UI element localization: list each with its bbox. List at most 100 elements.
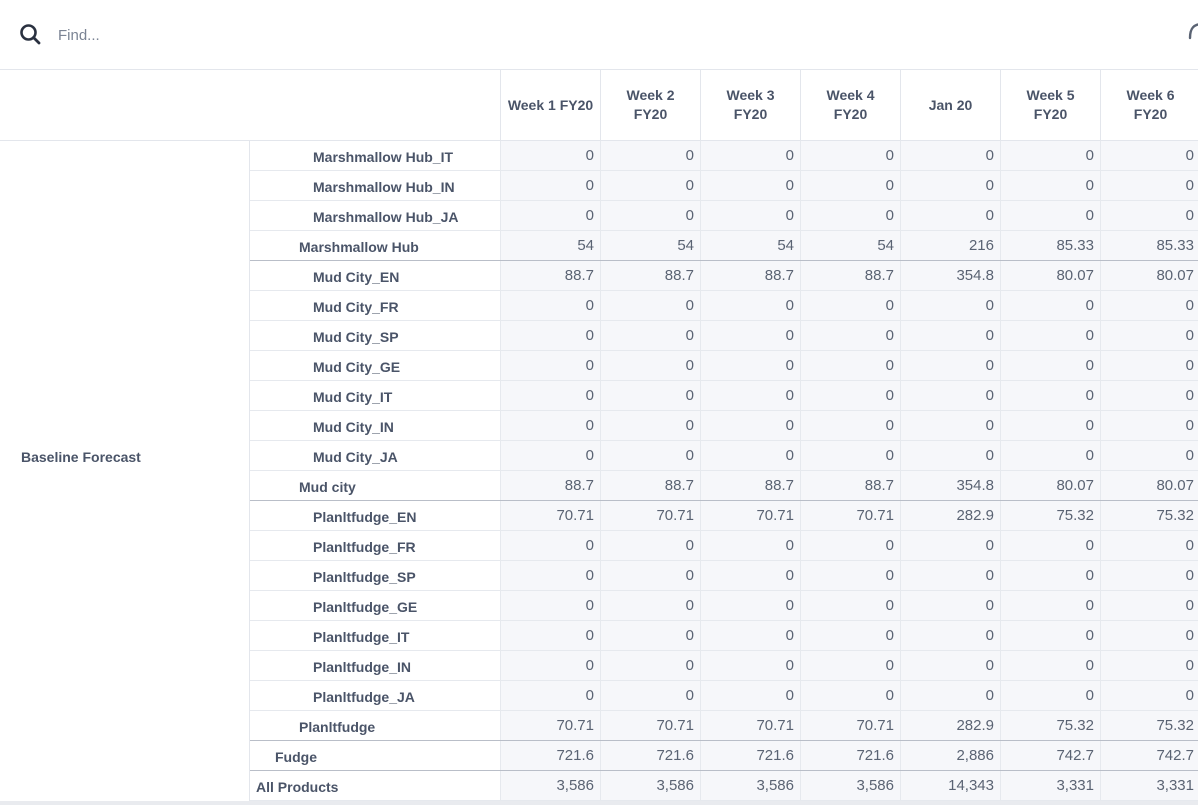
table-cell[interactable]: 0 bbox=[800, 621, 900, 650]
table-cell[interactable]: 0 bbox=[700, 591, 800, 620]
table-cell[interactable]: 54 bbox=[800, 231, 900, 260]
table-cell[interactable]: 75.32 bbox=[1100, 711, 1198, 740]
table-cell[interactable]: 80.07 bbox=[1100, 261, 1198, 290]
table-cell[interactable]: 0 bbox=[500, 621, 600, 650]
table-cell[interactable]: 0 bbox=[500, 531, 600, 560]
table-cell[interactable]: 0 bbox=[600, 411, 700, 440]
table-cell[interactable]: 70.71 bbox=[600, 501, 700, 530]
table-cell[interactable]: 0 bbox=[700, 411, 800, 440]
table-cell[interactable]: 721.6 bbox=[500, 741, 600, 770]
table-cell[interactable]: 3,586 bbox=[600, 771, 700, 800]
table-cell[interactable]: 0 bbox=[500, 681, 600, 710]
table-cell[interactable]: 0 bbox=[1000, 531, 1100, 560]
row-label[interactable]: Planltfudge_FR bbox=[313, 539, 416, 555]
table-cell[interactable]: 88.7 bbox=[600, 261, 700, 290]
horizontal-scrollbar[interactable] bbox=[0, 801, 1198, 805]
table-cell[interactable]: 0 bbox=[1100, 681, 1198, 710]
table-cell[interactable]: 0 bbox=[800, 651, 900, 680]
table-cell[interactable]: 0 bbox=[1000, 381, 1100, 410]
table-cell[interactable]: 0 bbox=[500, 441, 600, 470]
table-cell[interactable]: 0 bbox=[1100, 321, 1198, 350]
row-label[interactable]: Planltfudge_IN bbox=[313, 659, 412, 675]
table-cell[interactable]: 70.71 bbox=[500, 711, 600, 740]
table-cell[interactable]: 354.8 bbox=[900, 261, 1000, 290]
table-cell[interactable]: 3,586 bbox=[800, 771, 900, 800]
table-cell[interactable]: 0 bbox=[1000, 351, 1100, 380]
table-cell[interactable]: 0 bbox=[600, 651, 700, 680]
table-cell[interactable]: 0 bbox=[500, 561, 600, 590]
table-cell[interactable]: 0 bbox=[900, 321, 1000, 350]
table-cell[interactable]: 0 bbox=[1100, 441, 1198, 470]
table-cell[interactable]: 80.07 bbox=[1100, 471, 1198, 500]
table-cell[interactable]: 0 bbox=[700, 291, 800, 320]
table-cell[interactable]: 0 bbox=[600, 321, 700, 350]
column-header[interactable]: Week 5 FY20 bbox=[1000, 70, 1100, 140]
table-cell[interactable]: 0 bbox=[500, 321, 600, 350]
column-header[interactable]: Week 2 FY20 bbox=[600, 70, 700, 140]
table-cell[interactable]: 0 bbox=[500, 291, 600, 320]
table-cell[interactable]: 0 bbox=[1000, 291, 1100, 320]
table-cell[interactable]: 0 bbox=[700, 321, 800, 350]
table-cell[interactable]: 0 bbox=[800, 531, 900, 560]
table-cell[interactable]: 70.71 bbox=[700, 501, 800, 530]
table-cell[interactable]: 0 bbox=[900, 381, 1000, 410]
table-cell[interactable]: 0 bbox=[600, 141, 700, 170]
table-cell[interactable]: 88.7 bbox=[700, 261, 800, 290]
table-cell[interactable]: 0 bbox=[900, 531, 1000, 560]
search-icon[interactable] bbox=[19, 23, 41, 45]
table-cell[interactable]: 0 bbox=[700, 171, 800, 200]
table-cell[interactable]: 0 bbox=[700, 201, 800, 230]
row-label[interactable]: Planltfudge bbox=[299, 719, 376, 735]
table-cell[interactable]: 80.07 bbox=[1000, 261, 1100, 290]
table-cell[interactable]: 70.71 bbox=[600, 711, 700, 740]
row-label[interactable]: Planltfudge_IT bbox=[313, 629, 410, 645]
table-cell[interactable]: 85.33 bbox=[1100, 231, 1198, 260]
table-cell[interactable]: 75.32 bbox=[1100, 501, 1198, 530]
table-cell[interactable]: 0 bbox=[900, 351, 1000, 380]
table-cell[interactable]: 0 bbox=[900, 561, 1000, 590]
table-cell[interactable]: 0 bbox=[1100, 621, 1198, 650]
table-cell[interactable]: 88.7 bbox=[500, 261, 600, 290]
table-cell[interactable]: 0 bbox=[900, 651, 1000, 680]
row-label[interactable]: Mud City_IT bbox=[313, 389, 393, 405]
table-cell[interactable]: 0 bbox=[900, 591, 1000, 620]
column-header[interactable]: Week 1 FY20 bbox=[500, 70, 600, 140]
table-cell[interactable]: 0 bbox=[700, 681, 800, 710]
table-cell[interactable]: 0 bbox=[900, 441, 1000, 470]
table-cell[interactable]: 721.6 bbox=[800, 741, 900, 770]
row-label[interactable]: Fudge bbox=[275, 749, 317, 765]
table-cell[interactable]: 70.71 bbox=[800, 501, 900, 530]
table-cell[interactable]: 2,886 bbox=[900, 741, 1000, 770]
row-label[interactable]: Mud City_GE bbox=[313, 359, 401, 375]
table-cell[interactable]: 0 bbox=[800, 681, 900, 710]
table-cell[interactable]: 0 bbox=[800, 591, 900, 620]
table-cell[interactable]: 0 bbox=[1000, 561, 1100, 590]
table-cell[interactable]: 742.7 bbox=[1100, 741, 1198, 770]
table-cell[interactable]: 0 bbox=[600, 171, 700, 200]
table-cell[interactable]: 0 bbox=[700, 141, 800, 170]
table-cell[interactable]: 75.32 bbox=[1000, 501, 1100, 530]
table-cell[interactable]: 0 bbox=[1100, 171, 1198, 200]
table-cell[interactable]: 75.32 bbox=[1000, 711, 1100, 740]
table-cell[interactable]: 70.71 bbox=[500, 501, 600, 530]
table-cell[interactable]: 0 bbox=[1000, 201, 1100, 230]
table-cell[interactable]: 0 bbox=[1000, 441, 1100, 470]
table-cell[interactable]: 88.7 bbox=[500, 471, 600, 500]
table-cell[interactable]: 282.9 bbox=[900, 711, 1000, 740]
table-cell[interactable]: 0 bbox=[600, 351, 700, 380]
table-cell[interactable]: 0 bbox=[1000, 411, 1100, 440]
table-cell[interactable]: 88.7 bbox=[700, 471, 800, 500]
table-cell[interactable]: 0 bbox=[900, 621, 1000, 650]
search-input[interactable] bbox=[56, 22, 460, 48]
table-cell[interactable]: 54 bbox=[700, 231, 800, 260]
table-cell[interactable]: 0 bbox=[900, 411, 1000, 440]
table-cell[interactable]: 0 bbox=[600, 561, 700, 590]
table-cell[interactable]: 70.71 bbox=[800, 711, 900, 740]
table-cell[interactable]: 0 bbox=[500, 381, 600, 410]
row-label[interactable]: Mud City_FR bbox=[313, 299, 399, 315]
row-label[interactable]: Planltfudge_EN bbox=[313, 509, 417, 525]
table-cell[interactable]: 0 bbox=[700, 531, 800, 560]
table-cell[interactable]: 0 bbox=[1000, 621, 1100, 650]
table-cell[interactable]: 0 bbox=[500, 201, 600, 230]
table-cell[interactable]: 0 bbox=[1100, 201, 1198, 230]
